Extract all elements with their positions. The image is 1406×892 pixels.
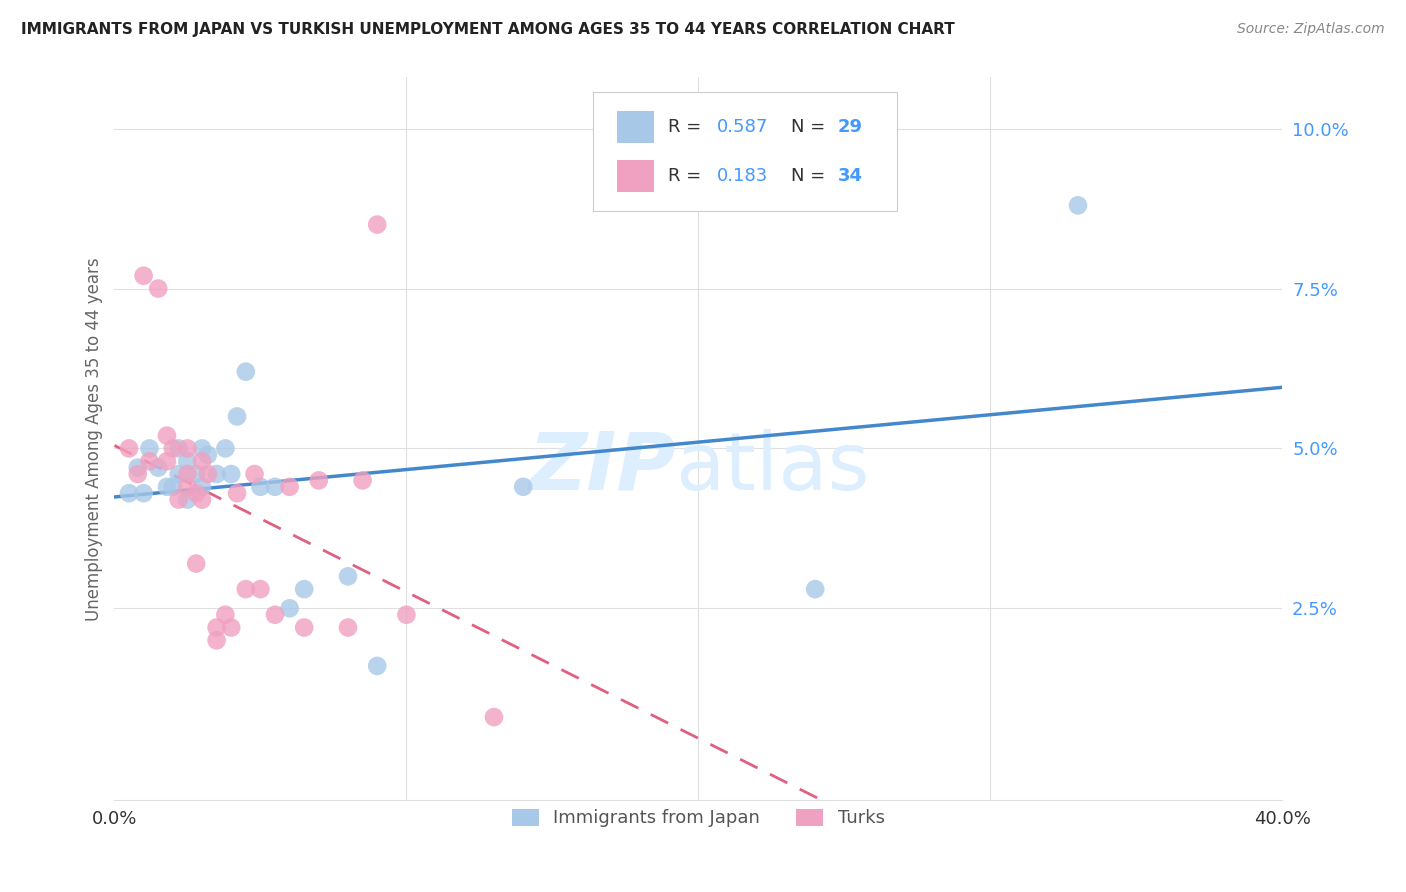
FancyBboxPatch shape [593, 92, 897, 211]
Point [118, 442, 141, 456]
Point [138, 442, 160, 456]
Point [186, 467, 208, 481]
Point [292, 620, 315, 634]
Point [148, 460, 170, 475]
Text: 29: 29 [838, 118, 862, 136]
Legend: Immigrants from Japan, Turks: Immigrants from Japan, Turks [505, 801, 893, 835]
Point [804, 582, 827, 596]
Point [191, 492, 214, 507]
Text: 34: 34 [838, 167, 862, 186]
Point [118, 486, 141, 500]
Point [219, 467, 242, 481]
Point [162, 442, 184, 456]
Point [176, 442, 198, 456]
Point [132, 268, 155, 283]
Point [235, 582, 257, 596]
Point [308, 474, 330, 488]
Point [366, 218, 388, 232]
Point [219, 620, 242, 634]
Point [512, 480, 534, 494]
Point [197, 448, 219, 462]
FancyBboxPatch shape [617, 111, 654, 143]
Text: R =: R = [668, 118, 707, 136]
Text: N =: N = [790, 118, 831, 136]
Text: 0.183: 0.183 [717, 167, 768, 186]
Point [156, 480, 179, 494]
Point [1067, 198, 1090, 212]
Y-axis label: Unemployment Among Ages 35 to 44 years: Unemployment Among Ages 35 to 44 years [86, 257, 103, 621]
Point [214, 607, 236, 622]
Point [156, 454, 179, 468]
Text: R =: R = [668, 167, 707, 186]
FancyBboxPatch shape [617, 160, 654, 193]
Point [167, 442, 190, 456]
Point [249, 480, 271, 494]
Point [176, 467, 198, 481]
Point [243, 467, 266, 481]
Point [191, 480, 214, 494]
Point [292, 582, 315, 596]
Point [127, 467, 149, 481]
Point [186, 557, 208, 571]
Point [337, 620, 360, 634]
Point [205, 467, 228, 481]
Point [226, 486, 249, 500]
Point [156, 428, 179, 442]
Point [352, 474, 374, 488]
Point [395, 607, 418, 622]
Point [214, 442, 236, 456]
Point [482, 710, 505, 724]
Point [249, 582, 271, 596]
Point [167, 492, 190, 507]
Text: IMMIGRANTS FROM JAPAN VS TURKISH UNEMPLOYMENT AMONG AGES 35 TO 44 YEARS CORRELAT: IMMIGRANTS FROM JAPAN VS TURKISH UNEMPLO… [21, 22, 955, 37]
Text: N =: N = [790, 167, 831, 186]
Point [366, 659, 388, 673]
Point [132, 486, 155, 500]
Point [167, 467, 190, 481]
Point [186, 486, 208, 500]
Point [235, 365, 257, 379]
Point [191, 454, 214, 468]
Point [278, 601, 301, 615]
Point [337, 569, 360, 583]
Point [264, 480, 287, 494]
Point [176, 492, 198, 507]
Text: atlas: atlas [675, 429, 869, 507]
Point [197, 467, 219, 481]
Point [205, 633, 228, 648]
Point [226, 409, 249, 424]
Point [148, 281, 170, 295]
Text: 0.587: 0.587 [717, 118, 769, 136]
Point [191, 442, 214, 456]
Point [162, 480, 184, 494]
Point [205, 620, 228, 634]
Point [176, 480, 198, 494]
Point [278, 480, 301, 494]
Point [264, 607, 287, 622]
Text: ZIP: ZIP [527, 429, 675, 507]
Point [176, 454, 198, 468]
Point [138, 454, 160, 468]
Text: Source: ZipAtlas.com: Source: ZipAtlas.com [1237, 22, 1385, 37]
Point [127, 460, 149, 475]
